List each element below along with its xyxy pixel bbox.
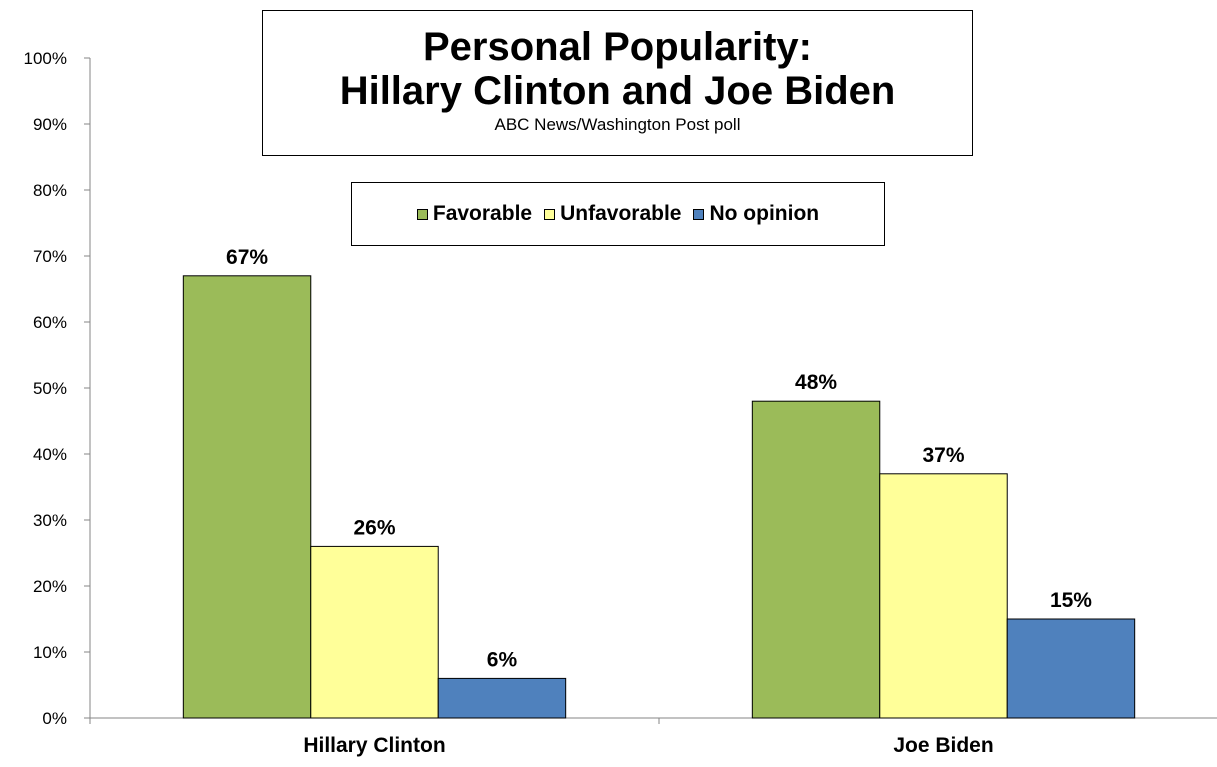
legend-swatch-no-opinion: [693, 208, 705, 220]
legend-label-no-opinion: No opinion: [709, 202, 820, 225]
x-category-label: Joe Biden: [893, 734, 993, 757]
y-tick-label: 80%: [33, 181, 67, 200]
legend-item-favorable: Favorable: [416, 202, 533, 226]
y-tick-label: 40%: [33, 445, 67, 464]
data-label: 6%: [487, 648, 518, 671]
data-label: 48%: [795, 371, 837, 394]
chart-subtitle: ABC News/Washington Post poll: [494, 115, 741, 134]
y-tick-label: 50%: [33, 379, 67, 398]
y-tick-label: 70%: [33, 247, 67, 266]
bar: [182, 275, 312, 719]
y-tick-label: 90%: [33, 115, 67, 134]
bar: [751, 400, 881, 719]
y-tick-label: 100%: [24, 49, 67, 68]
y-tick-label: 0%: [42, 709, 67, 728]
data-label: 26%: [353, 516, 395, 539]
y-tick-label: 20%: [33, 577, 67, 596]
legend-label-favorable: Favorable: [432, 202, 533, 225]
bar: [437, 677, 567, 719]
y-tick-label: 30%: [33, 511, 67, 530]
chart-title: Personal Popularity:: [423, 25, 812, 69]
x-category-label: Hillary Clinton: [303, 734, 445, 757]
title-box: Personal Popularity: Hillary Clinton and…: [262, 10, 973, 156]
chart-title-line2: Hillary Clinton and Joe Biden: [339, 69, 896, 113]
legend-swatch-favorable: [416, 208, 428, 220]
legend-swatch-unfavorable: [544, 208, 556, 220]
data-label: 37%: [922, 444, 964, 467]
data-label: 67%: [226, 246, 268, 269]
legend-item-unfavorable: Unfavorable: [544, 202, 681, 226]
legend-label-unfavorable: Unfavorable: [560, 202, 682, 225]
legend-item-no-opinion: No opinion: [693, 202, 819, 226]
y-tick-label: 10%: [33, 643, 67, 662]
legend: Favorable Unfavorable No opinion: [351, 182, 885, 246]
bar: [1006, 618, 1136, 719]
data-label: 15%: [1050, 589, 1092, 612]
bar: [879, 473, 1008, 719]
bar: [310, 545, 439, 719]
y-tick-label: 60%: [33, 313, 67, 332]
